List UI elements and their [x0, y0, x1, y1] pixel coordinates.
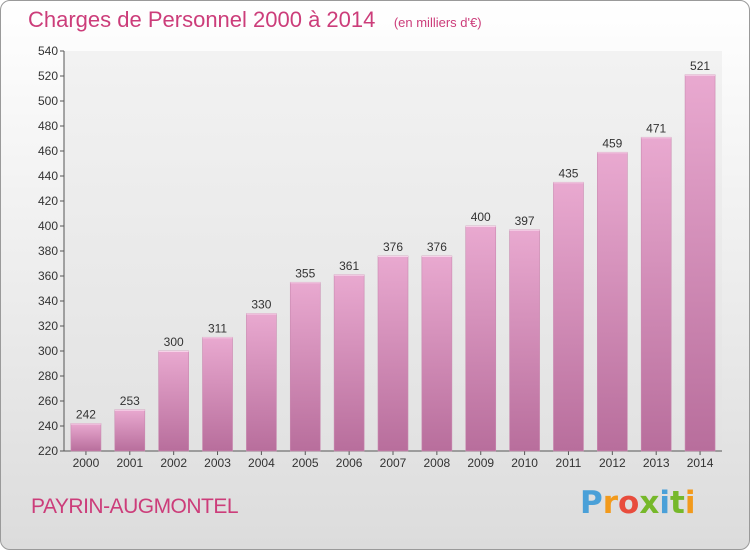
bar-2007	[377, 255, 409, 452]
y-tick-label: 440	[38, 169, 58, 183]
x-tick-label: 2005	[292, 456, 319, 470]
bar-2008	[421, 255, 453, 452]
y-tick-label: 280	[38, 369, 58, 383]
bar-2014	[684, 74, 716, 452]
x-tick-label: 2008	[424, 456, 451, 470]
bar-2009	[465, 225, 497, 452]
bar-value-label: 355	[295, 266, 315, 280]
x-tick-label: 2011	[556, 456, 582, 470]
bar-2003	[202, 336, 233, 452]
y-tick-label: 320	[38, 319, 58, 333]
bar-value-label: 242	[76, 408, 96, 422]
bar-value-label: 397	[515, 214, 535, 228]
chart-title: Charges de Personnel 2000 à 2014	[28, 7, 376, 32]
bar-2013	[640, 136, 672, 452]
x-tick-label: 2010	[511, 456, 538, 470]
bar-2004	[246, 313, 277, 452]
y-tick-label: 480	[38, 119, 58, 133]
bar-2000	[70, 423, 102, 452]
y-tick-label: 360	[38, 269, 58, 283]
y-tick-label: 540	[38, 44, 58, 58]
y-tick-label: 220	[38, 444, 58, 458]
bar-2001	[114, 409, 146, 452]
bar-value-label: 253	[120, 394, 140, 408]
x-tick-label: 2006	[336, 456, 363, 470]
x-tick-label: 2003	[204, 456, 231, 470]
brand-letter: P	[580, 485, 603, 521]
bar-2002	[158, 350, 189, 452]
bar-2011	[553, 181, 584, 452]
y-tick-label: 260	[38, 394, 58, 408]
bar-value-label: 361	[339, 259, 359, 273]
brand-letter: x	[639, 485, 660, 521]
bar-value-label: 376	[383, 240, 403, 254]
brand-letter: o	[618, 485, 640, 521]
x-tick-label: 2007	[380, 456, 407, 470]
x-tick-label: 2009	[467, 456, 494, 470]
bar-value-label: 435	[558, 166, 578, 180]
x-tick-label: 2001	[116, 456, 143, 470]
brand-letter: t	[669, 485, 685, 521]
y-tick-label: 460	[38, 144, 58, 158]
y-tick-label: 340	[38, 294, 58, 308]
bar-2006	[333, 274, 365, 452]
brand-letter: i	[659, 485, 670, 521]
bar-value-label: 459	[602, 136, 622, 150]
chart-subtitle: (en milliers d'€)	[393, 15, 482, 30]
x-tick-label: 2012	[599, 456, 626, 470]
brand-logo: Proxiti	[580, 485, 695, 521]
y-tick-label: 240	[38, 419, 58, 433]
bar-value-label: 521	[690, 59, 710, 73]
bar-2005	[289, 281, 321, 452]
y-tick-label: 300	[38, 344, 58, 358]
y-tick-label: 380	[38, 244, 58, 258]
brand-letter: r	[602, 485, 619, 521]
bar-value-label: 400	[471, 210, 491, 224]
x-tick-label: 2000	[73, 456, 100, 470]
bar-value-label: 330	[251, 298, 271, 312]
y-tick-label: 520	[38, 69, 58, 83]
bar-value-label: 300	[164, 335, 184, 349]
bar-value-label: 376	[427, 240, 447, 254]
y-tick-label: 500	[38, 94, 58, 108]
bar-value-label: 471	[646, 121, 666, 135]
bar-2012	[597, 151, 628, 452]
bar-2010	[509, 229, 540, 452]
bar-value-label: 311	[208, 321, 227, 335]
chart-header: Charges de Personnel 2000 à 2014 (en mil…	[28, 7, 482, 33]
x-tick-label: 2002	[160, 456, 187, 470]
location-name: PAYRIN-AUGMONTEL	[31, 495, 239, 518]
x-tick-label: 2014	[687, 456, 714, 470]
y-tick-label: 420	[38, 194, 58, 208]
x-tick-label: 2004	[248, 456, 275, 470]
x-tick-label: 2013	[643, 456, 670, 470]
y-tick-label: 400	[38, 219, 58, 233]
brand-letter: i	[684, 485, 696, 521]
